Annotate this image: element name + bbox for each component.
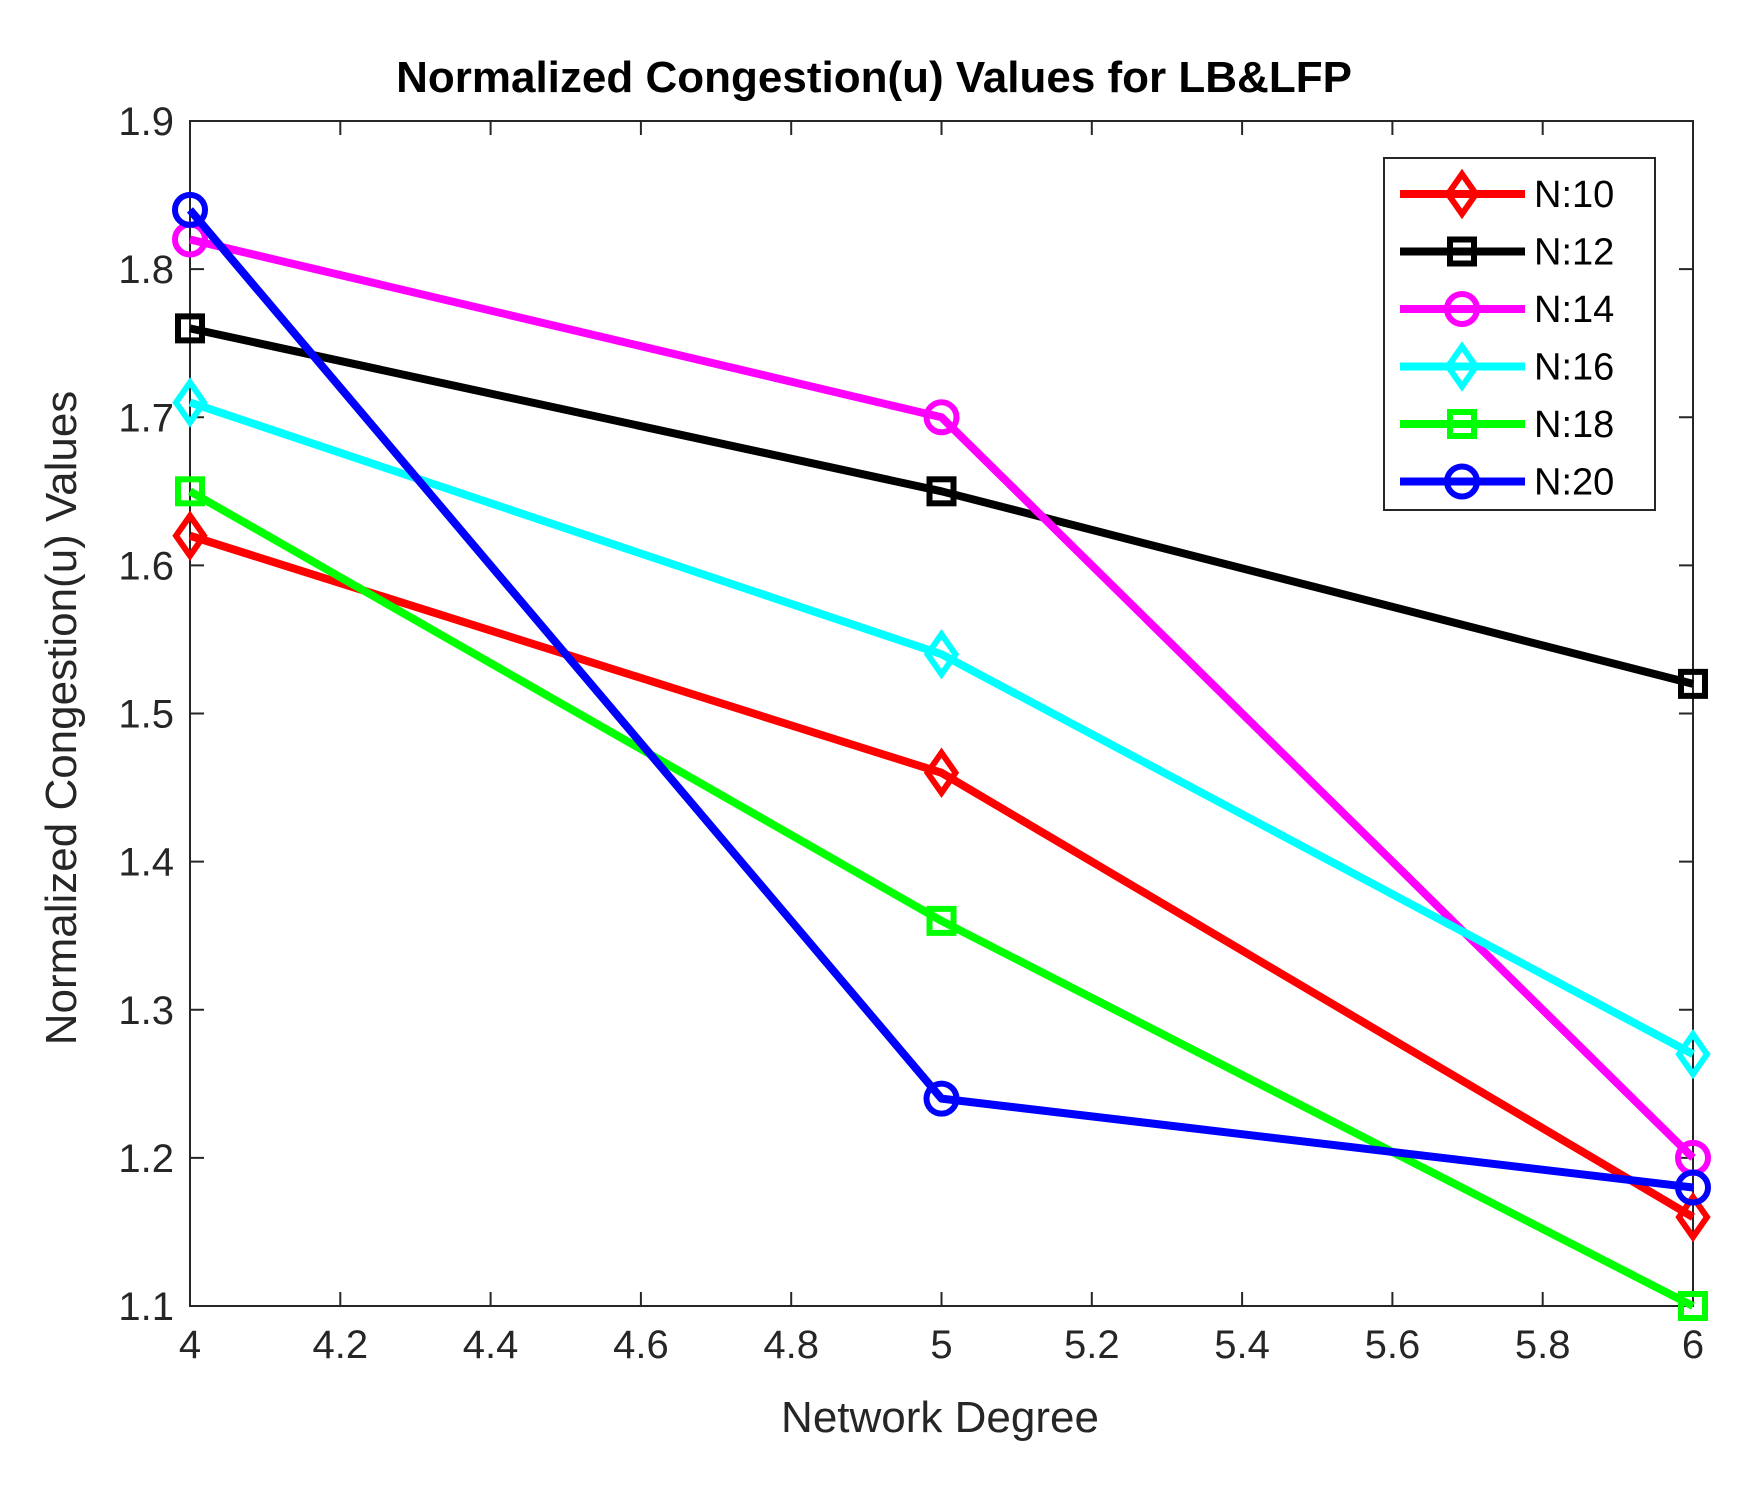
legend-marker — [1444, 341, 1480, 392]
y-tick-label: 1.6 — [118, 544, 174, 588]
chart-title: Normalized Congestion(u) Values for LB&L… — [396, 53, 1352, 102]
legend-marker — [1444, 168, 1480, 220]
y-tick-label: 1.2 — [118, 1137, 174, 1181]
series-n-18 — [175, 476, 1708, 1321]
data-point — [175, 476, 205, 507]
axis-ticks: 4 4.2 4.4 4.6 4.8 5 5.2 5.4 5.6 5.8 6 1.1 1.2 1.3 1.4 1… — [118, 100, 1704, 1367]
legend-label: N:12 — [1534, 232, 1614, 274]
legend-item-n-16: N:16 — [1400, 341, 1614, 392]
data-point — [1675, 1191, 1711, 1243]
legend-label: N:16 — [1534, 347, 1614, 389]
x-tick-label: 4.8 — [763, 1323, 819, 1367]
series-n-20 — [172, 191, 1711, 1206]
legend-marker — [1444, 463, 1480, 500]
x-tick-label: 4.2 — [312, 1323, 368, 1367]
data-point — [172, 377, 208, 428]
y-tick-label: 1.4 — [118, 841, 174, 885]
x-tick-label: 4.4 — [463, 1323, 519, 1367]
series-n-14 — [172, 221, 1711, 1176]
legend-item-n-14: N:14 — [1400, 289, 1614, 331]
legend-item-n-12: N:12 — [1400, 232, 1614, 274]
series-line — [189, 324, 1694, 688]
y-tick-label: 1.7 — [118, 396, 174, 440]
x-tick-label: 5 — [930, 1323, 952, 1367]
legend-label: N:20 — [1534, 462, 1614, 504]
series-line — [186, 207, 1694, 1192]
y-axis-label: Normalized Congestion(u) Values — [37, 391, 86, 1046]
data-point — [172, 510, 208, 561]
legend-marker — [1447, 236, 1477, 267]
y-tick-label: 1.3 — [118, 989, 174, 1033]
y-tick-label: 1.5 — [118, 693, 174, 737]
legend-item-n-18: N:18 — [1400, 404, 1614, 446]
data-point — [175, 313, 205, 344]
series-line — [189, 235, 1696, 1161]
x-tick-label: 4.6 — [613, 1323, 669, 1367]
data-point — [923, 1080, 960, 1117]
data-point — [1675, 1169, 1711, 1206]
series-n-16 — [172, 377, 1711, 1080]
series-line — [188, 398, 1695, 1058]
legend-box — [1383, 157, 1656, 511]
x-tick-label: 4 — [179, 1323, 201, 1367]
legend-label: N:14 — [1534, 289, 1614, 331]
data-point — [1675, 1028, 1711, 1080]
data-point — [923, 747, 960, 798]
x-axis-label: Network Degree — [781, 1393, 1099, 1442]
x-tick-label: 5.2 — [1064, 1323, 1120, 1367]
y-tick-label: 1.8 — [118, 248, 174, 292]
data-point — [172, 191, 208, 228]
x-tick-label: 5.6 — [1365, 1323, 1421, 1367]
data-point — [1678, 668, 1708, 699]
series-line — [188, 487, 1695, 1310]
series-n-12 — [175, 313, 1708, 699]
data-point — [923, 629, 960, 680]
legend: N:10 N:12 N:14 N:16 N:18 N:20 — [1383, 157, 1656, 511]
x-tick-label: 5.8 — [1515, 1323, 1571, 1367]
data-point — [1678, 1291, 1708, 1321]
x-tick-label: 5.4 — [1214, 1323, 1270, 1367]
legend-item-n-20: N:20 — [1400, 462, 1614, 504]
x-tick-label: 6 — [1682, 1323, 1704, 1367]
y-tick-label: 1.1 — [118, 1285, 174, 1329]
y-tick-label: 1.9 — [118, 100, 174, 144]
series-layer — [172, 191, 1711, 1321]
data-point — [926, 476, 957, 507]
legend-marker — [1447, 409, 1477, 439]
data-point — [923, 399, 960, 436]
legend-label: N:10 — [1534, 174, 1614, 216]
series-n-10 — [172, 510, 1711, 1243]
series-line — [188, 531, 1696, 1221]
legend-label: N:18 — [1534, 404, 1614, 446]
data-point — [926, 905, 957, 936]
legend-item-n-10: N:10 — [1400, 168, 1614, 220]
legend-marker — [1444, 291, 1480, 327]
